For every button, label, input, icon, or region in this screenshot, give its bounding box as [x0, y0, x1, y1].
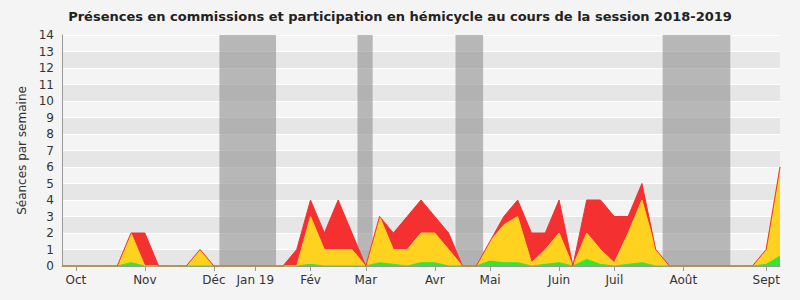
svg-text:Jan 19: Jan 19 [236, 273, 275, 287]
svg-text:Avr: Avr [425, 273, 445, 287]
svg-text:6: 6 [46, 160, 54, 174]
svg-text:8: 8 [46, 127, 54, 141]
svg-text:Sept: Sept [753, 273, 781, 287]
svg-text:3: 3 [46, 210, 54, 224]
svg-text:Déc: Déc [202, 273, 225, 287]
svg-text:5: 5 [46, 177, 54, 191]
svg-text:Oct: Oct [65, 273, 86, 287]
svg-text:10: 10 [39, 94, 54, 108]
svg-text:11: 11 [39, 78, 54, 92]
svg-text:Fév: Fév [300, 273, 321, 287]
svg-text:Mai: Mai [480, 273, 501, 287]
svg-text:Août: Août [670, 273, 698, 287]
svg-text:12: 12 [39, 61, 54, 75]
svg-text:Mar: Mar [354, 273, 377, 287]
svg-text:4: 4 [46, 193, 54, 207]
svg-text:1: 1 [46, 243, 54, 257]
svg-text:Présences en commissions et pa: Présences en commissions et participatio… [68, 9, 732, 24]
svg-text:9: 9 [46, 111, 54, 125]
svg-text:2: 2 [46, 226, 54, 240]
svg-text:13: 13 [39, 45, 54, 59]
svg-text:Juil: Juil [604, 273, 623, 287]
svg-text:Séances par semaine: Séances par semaine [15, 86, 29, 215]
svg-text:14: 14 [39, 28, 54, 42]
svg-text:Juin: Juin [547, 273, 570, 287]
svg-text:Nov: Nov [133, 273, 156, 287]
svg-text:0: 0 [46, 259, 54, 273]
svg-text:7: 7 [46, 144, 54, 158]
